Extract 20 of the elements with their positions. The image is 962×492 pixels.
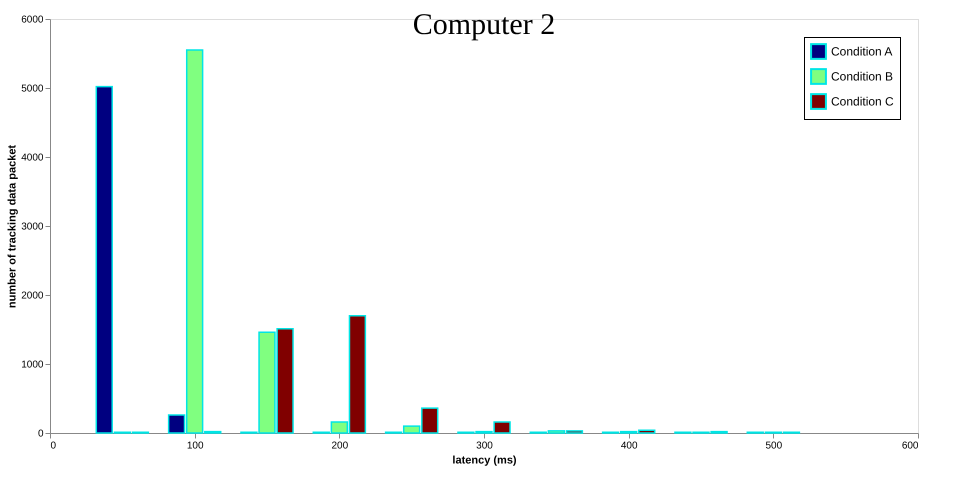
y-tick-label: 4000 — [21, 152, 44, 164]
x-tick-label: 500 — [765, 440, 783, 452]
y-axis-title: number of tracking data packet — [6, 144, 18, 308]
y-tick-label: 5000 — [21, 84, 44, 94]
x-tick-label: 300 — [476, 440, 494, 452]
x-tick-label: 600 — [902, 440, 919, 452]
y-tick-label: 3000 — [21, 222, 44, 232]
y-tick-label: 6000 — [21, 14, 44, 26]
y-tick-label: 0 — [38, 428, 44, 440]
x-axis-title: latency (ms) — [452, 454, 517, 466]
x-tick-label: 200 — [331, 440, 349, 452]
legend-label: Condition C — [831, 94, 894, 108]
chart-title: Computer 2 — [412, 8, 556, 41]
y-tick-label: 1000 — [21, 360, 44, 370]
x-tick-label: 100 — [186, 440, 204, 452]
x-tick-label: 400 — [620, 440, 638, 452]
y-tick-label: 2000 — [21, 290, 44, 302]
x-tick-label: 0 — [50, 440, 56, 452]
legend-label: Condition A — [831, 44, 892, 58]
legend-label: Condition B — [831, 70, 894, 84]
